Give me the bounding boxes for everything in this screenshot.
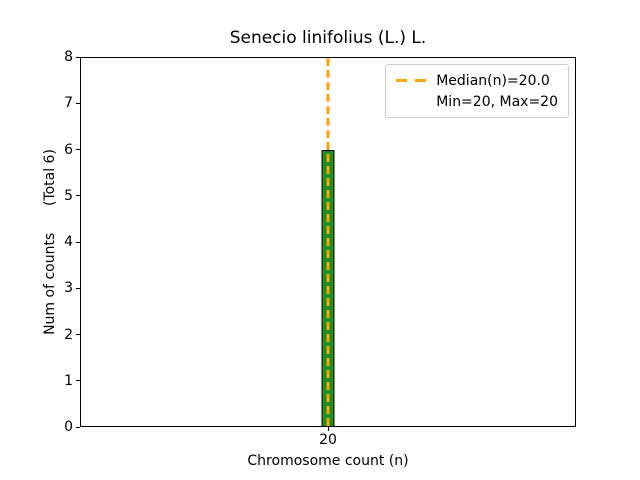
legend-row-median: Median(n)=20.0 xyxy=(396,70,558,91)
y-tick-mark xyxy=(76,195,80,197)
y-tick-mark xyxy=(76,56,80,58)
y-tick-mark xyxy=(76,334,80,335)
legend-label-minmax: Min=20, Max=20 xyxy=(436,93,558,110)
y-tick-label: 2 xyxy=(64,326,73,343)
y-tick-mark xyxy=(76,426,80,428)
x-tick-mark xyxy=(327,427,329,431)
legend-label-median: Median(n)=20.0 xyxy=(436,72,550,89)
median-line xyxy=(326,58,330,426)
y-tick-label: 1 xyxy=(64,372,73,389)
y-tick-label: 3 xyxy=(64,280,73,297)
y-tick-mark xyxy=(76,287,80,289)
y-tick-label: 0 xyxy=(64,419,73,435)
y-tick-label: 7 xyxy=(64,95,73,112)
y-tick-mark xyxy=(76,380,80,382)
plot-area: Median(n)=20.0 Min=20, Max=20 xyxy=(80,57,576,427)
y-tick-label: 8 xyxy=(64,49,73,65)
legend-row-minmax: Min=20, Max=20 xyxy=(396,91,558,112)
legend: Median(n)=20.0 Min=20, Max=20 xyxy=(385,64,569,118)
y-tick-label: 4 xyxy=(64,234,73,250)
x-axis-label: Chromosome count (n) xyxy=(247,453,409,469)
x-tick-label: 20 xyxy=(319,432,337,448)
y-tick-mark xyxy=(76,241,80,243)
y-tick-mark xyxy=(76,102,80,104)
y-tick-label: 6 xyxy=(64,141,73,158)
median-dashed-line-icon xyxy=(396,79,427,82)
y-tick-label: 5 xyxy=(64,187,73,204)
y-tick-mark xyxy=(76,149,80,150)
chart-title: Senecio linifolius (L.) L. xyxy=(229,28,427,48)
legend-marker-empty xyxy=(396,100,426,103)
